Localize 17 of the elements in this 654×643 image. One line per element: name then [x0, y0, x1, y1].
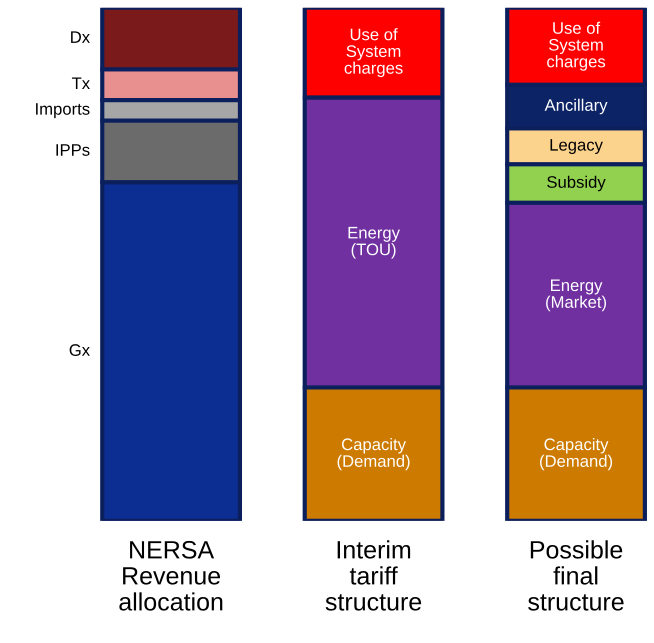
x-tick-label: NERSA Revenue allocation: [119, 540, 222, 611]
series-label: Energy (Market): [546, 280, 606, 312]
series-label: Legacy: [550, 139, 603, 154]
series-label: Capacity (Demand): [540, 438, 612, 470]
series-label: Use of System charges: [547, 22, 606, 71]
series-label: Tx: [72, 78, 90, 89]
series-label: Gx: [70, 344, 90, 356]
series-label: Dx: [71, 31, 90, 43]
x-tick-label: Interim tariff structure: [326, 540, 422, 611]
series-label: Imports: [36, 103, 90, 118]
series-label: Ancillary: [544, 98, 608, 114]
series-label: Subsidy: [547, 176, 606, 192]
series-label: Energy (TOU): [348, 226, 400, 259]
text: Capacity (Demand): [338, 438, 410, 470]
series-label: IPPs: [56, 144, 90, 156]
x-tick-label: Possible final structure: [528, 540, 624, 611]
text: Use of System charges: [344, 28, 403, 78]
